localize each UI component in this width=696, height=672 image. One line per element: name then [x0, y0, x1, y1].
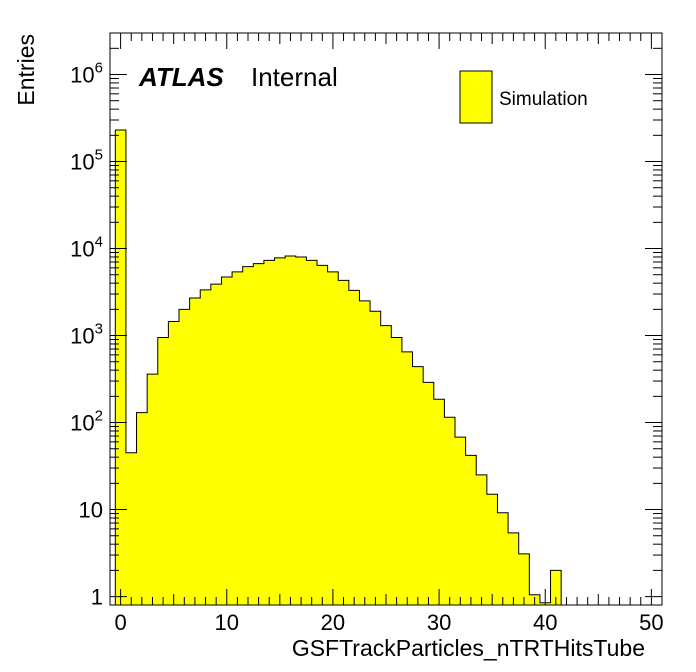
y-tick-label: 105	[70, 147, 103, 175]
y-tick-label: 1	[91, 585, 103, 610]
y-tick-label: 10	[79, 498, 103, 523]
x-tick-label: 0	[114, 610, 126, 635]
histogram-bar	[200, 289, 212, 605]
histogram-bar	[115, 130, 127, 605]
histogram-bar	[189, 298, 201, 605]
histogram-bar	[232, 271, 244, 605]
x-tick-label: 20	[321, 610, 345, 635]
histogram-bar	[253, 263, 265, 605]
histogram-bar	[338, 280, 350, 605]
histogram-bar	[317, 265, 329, 605]
histogram-bar	[486, 494, 498, 605]
legend-swatch	[459, 70, 493, 124]
histogram-bar	[263, 260, 275, 605]
histogram-bar	[168, 321, 180, 605]
histogram-bar	[295, 256, 307, 605]
histogram-bar	[423, 382, 435, 605]
histogram-bar	[391, 337, 403, 605]
y-tick-label: 103	[70, 321, 103, 349]
histogram-bar	[476, 474, 488, 605]
y-axis-label: Entries	[13, 34, 39, 106]
histogram-bar	[370, 311, 382, 605]
y-tick-labels: 1 10 102 103 104 105 106	[70, 60, 103, 610]
histogram-bar	[242, 266, 254, 605]
histogram-bar	[147, 374, 159, 605]
atlas-label: ATLAS	[138, 62, 224, 92]
histogram-bar	[179, 309, 191, 605]
histogram-bar	[550, 570, 562, 605]
internal-label: Internal	[251, 62, 338, 92]
histogram-bar	[210, 284, 222, 605]
x-axis-label: GSFTrackParticles_nTRTHitsTube	[292, 635, 645, 661]
x-tick-label: 50	[639, 610, 663, 635]
histogram-bar	[412, 366, 424, 605]
histogram-bar	[327, 271, 339, 605]
legend: Simulation	[459, 70, 588, 124]
x-tick-label: 10	[215, 610, 239, 635]
histogram-bar	[465, 455, 477, 605]
histogram-bar	[274, 257, 286, 605]
histogram-bar	[136, 412, 148, 605]
histogram-bars	[114, 129, 562, 605]
histogram-bar	[401, 351, 413, 605]
histogram-bar	[221, 277, 233, 605]
axis-ticks	[110, 32, 662, 605]
y-tick-label: 102	[70, 408, 103, 436]
histogram-outline	[114, 129, 562, 605]
legend-entry-simulation: Simulation	[499, 89, 588, 110]
histogram-bar	[125, 452, 137, 605]
x-tick-label: 30	[427, 610, 451, 635]
histogram-bar	[518, 553, 530, 605]
histogram-bar	[348, 290, 360, 605]
histogram-bar	[497, 512, 509, 605]
histogram-bar	[285, 256, 297, 605]
histogram-bar	[433, 399, 445, 605]
histogram-bar	[444, 417, 456, 605]
x-tick-labels: 0 10 20 30 40 50	[114, 610, 663, 635]
histogram-bar	[157, 337, 169, 605]
x-tick-label: 40	[533, 610, 557, 635]
histogram-bar	[306, 260, 318, 605]
histogram-bar	[380, 325, 392, 605]
y-tick-label: 104	[70, 234, 103, 262]
y-tick-label: 106	[70, 60, 103, 88]
histogram-bar	[508, 532, 520, 605]
histogram-bar	[455, 437, 467, 605]
histogram-bar	[359, 300, 371, 605]
